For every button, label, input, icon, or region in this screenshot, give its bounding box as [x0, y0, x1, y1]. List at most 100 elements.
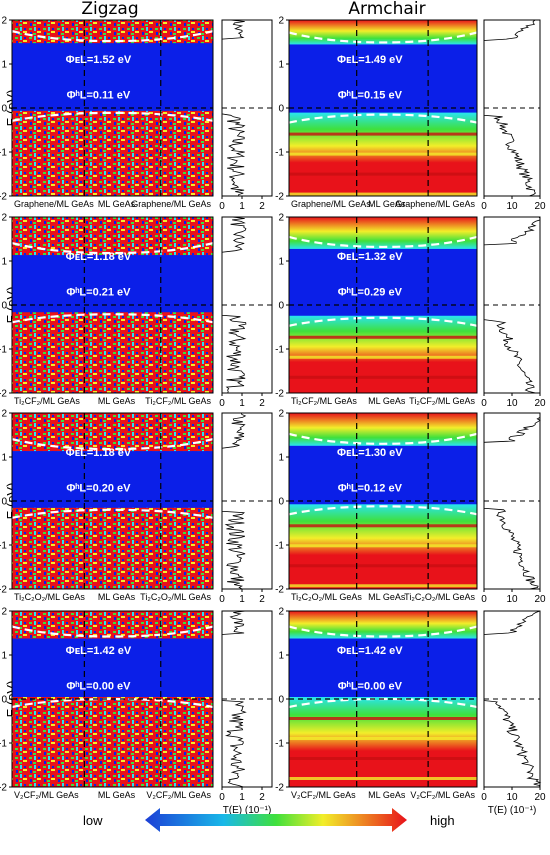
transmission-armchair-row-4: 0 10 20 T(E) (10⁻¹) — [481, 610, 546, 816]
phi-e-annotation: ΦᴇL=1.42 eV — [66, 645, 132, 657]
transmission-zigzag-row-2: 0 1 2 — [219, 216, 273, 409]
y-tick-label: -2 — [0, 783, 7, 794]
cbm-edge-line — [289, 625, 477, 638]
y-tick-label: 0 — [278, 104, 284, 115]
y-tick-label: 1 — [1, 453, 7, 464]
vbm-edge-line — [289, 113, 477, 124]
x-tick-label: 2 — [259, 792, 265, 803]
y-tick-label: -1 — [0, 739, 7, 750]
phi-e-annotation: ΦᴇL=1.30 eV — [337, 447, 403, 459]
x-region-label: Ti₂CF₂/ML GeAs — [14, 396, 80, 406]
valence-band-region — [289, 315, 477, 393]
phi-h-annotation: ΦʰL=0.00 eV — [66, 680, 131, 692]
phi-e-annotation: ΦᴇL=1.18 eV — [66, 447, 132, 459]
vbm-edge-line — [12, 313, 213, 324]
x-region-label: V₂CF₂/ML GeAs — [146, 790, 211, 800]
conduction-band-region — [12, 20, 213, 44]
x-tick-label: 0 — [219, 398, 225, 409]
y-tick-label: 0 — [1, 497, 7, 508]
transmission-frame — [221, 19, 273, 197]
x-region-label: V₂CF₂/ML GeAs — [291, 790, 356, 800]
x-region-label: ML GeAs — [368, 199, 406, 209]
y-tick-label: -1 — [0, 345, 7, 356]
y-tick-label: 0 — [1, 301, 7, 312]
heatmap-armchair-row-4: ΦᴇL=1.42 eV ΦʰL=0.00 eV 2 1 0 -1 -2 V₂CF₂/ML Ge… — [275, 607, 478, 800]
conduction-band-region — [289, 413, 477, 446]
transmission-curve — [483, 413, 541, 590]
x-tick-label: 2 — [259, 201, 265, 212]
vbm-edge-line — [289, 316, 477, 327]
cbm-edge-line — [12, 438, 213, 451]
y-tick-label: 2 — [1, 213, 7, 224]
y-tick-label: 1 — [1, 60, 7, 71]
transmission-frame — [221, 216, 273, 394]
x-region-label: Graphene/ML GeAs — [14, 199, 94, 209]
transmission-armchair-row-3: 0 10 20 — [481, 412, 546, 605]
x-region-label: Ti₂C₂O₂/ML GeAs — [291, 592, 362, 602]
x-region-label: Graphene/ML GeAs — [395, 199, 475, 209]
x-region-label: ML GeAs — [98, 790, 136, 800]
cbm-edge-line — [289, 432, 477, 445]
heatmap-armchair-row-3: ΦᴇL=1.30 eV ΦʰL=0.12 eV 2 1 0 -1 -2 Ti₂C₂O₂/ML … — [275, 409, 478, 602]
x-tick-label: 0 — [481, 792, 487, 803]
x-tick-label: 20 — [534, 594, 546, 605]
x-region-label: Ti₂C₂O₂/ML GeAs — [14, 592, 85, 602]
x-region-label: Ti₂C₂O₂/ML GeAs — [140, 592, 211, 602]
y-tick-label: -2 — [0, 389, 7, 400]
x-tick-label: 0 — [219, 201, 225, 212]
y-tick-label: 1 — [1, 257, 7, 268]
x-region-label: ML GeAs — [98, 592, 136, 602]
y-tick-label: 1 — [278, 257, 284, 268]
valence-band-region — [12, 697, 213, 787]
transmission-armchair-row-1: 0 10 20 — [481, 19, 546, 212]
y-tick-label: 2 — [1, 607, 7, 618]
y-tick-label: 0 — [1, 104, 7, 115]
x-region-label: ML GeAs — [368, 396, 406, 406]
y-tick-label: 0 — [278, 301, 284, 312]
y-tick-label: 0 — [278, 695, 284, 706]
x-region-label: V₂CF₂/ML GeAs — [410, 790, 475, 800]
x-region-label: Ti₂C₂O₂/ML GeAs — [404, 592, 475, 602]
phi-h-annotation: ΦʰL=0.20 eV — [66, 482, 131, 494]
x-region-label: Ti₂CF₂/ML GeAs — [291, 396, 357, 406]
x-tick-label: 0 — [219, 792, 225, 803]
conduction-band-region — [289, 20, 477, 45]
y-tick-label: 2 — [278, 213, 284, 224]
transmission-curve — [483, 19, 536, 197]
phi-h-annotation: ΦʰL=0.29 eV — [338, 286, 403, 298]
phi-h-annotation: ΦʰL=0.21 eV — [66, 286, 131, 298]
legend-low-label: low — [83, 813, 103, 828]
transmission-axis-label: T(E) (10⁻¹) — [488, 805, 537, 816]
y-tick-label: 2 — [1, 409, 7, 420]
vbm-edge-line — [12, 508, 213, 519]
phi-e-annotation: ΦᴇL=1.49 eV — [337, 54, 403, 66]
heatmap-zigzag-row-4: ΦᴇL=1.42 eV ΦʰL=0.00 eV 2 1 0 -1 -2 V₂CF₂/ML Ge… — [0, 607, 214, 800]
x-tick-label: 20 — [534, 398, 546, 409]
transmission-armchair-row-2: 0 10 20 — [481, 216, 546, 409]
x-tick-label: 2 — [259, 594, 265, 605]
color-legend: low high — [83, 808, 455, 832]
x-tick-label: 1 — [239, 792, 245, 803]
y-tick-label: -1 — [275, 345, 284, 356]
transmission-frame — [221, 412, 273, 590]
y-tick-label: 2 — [1, 16, 7, 27]
transmission-curve — [221, 19, 246, 196]
x-tick-label: 10 — [506, 201, 518, 212]
y-tick-label: -1 — [275, 148, 284, 159]
conduction-band-region — [12, 611, 213, 639]
legend-high-label: high — [430, 813, 455, 828]
phi-e-annotation: ΦᴇL=1.18 eV — [66, 251, 132, 263]
x-region-label: ML GeAs — [368, 790, 406, 800]
heatmap-zigzag-row-3: ΦᴇL=1.18 eV ΦʰL=0.20 eV 2 1 0 -1 -2 Ti₂C₂O₂/ML … — [0, 409, 214, 602]
phi-h-annotation: ΦʰL=0.11 eV — [67, 89, 131, 101]
x-region-label: ML GeAs — [98, 199, 136, 209]
cbm-edge-line — [12, 30, 213, 43]
x-region-label: Graphene/ML GeAs — [131, 199, 211, 209]
valence-band-region — [12, 312, 213, 393]
y-tick-label: -2 — [275, 389, 284, 400]
vbm-edge-line — [12, 697, 213, 709]
